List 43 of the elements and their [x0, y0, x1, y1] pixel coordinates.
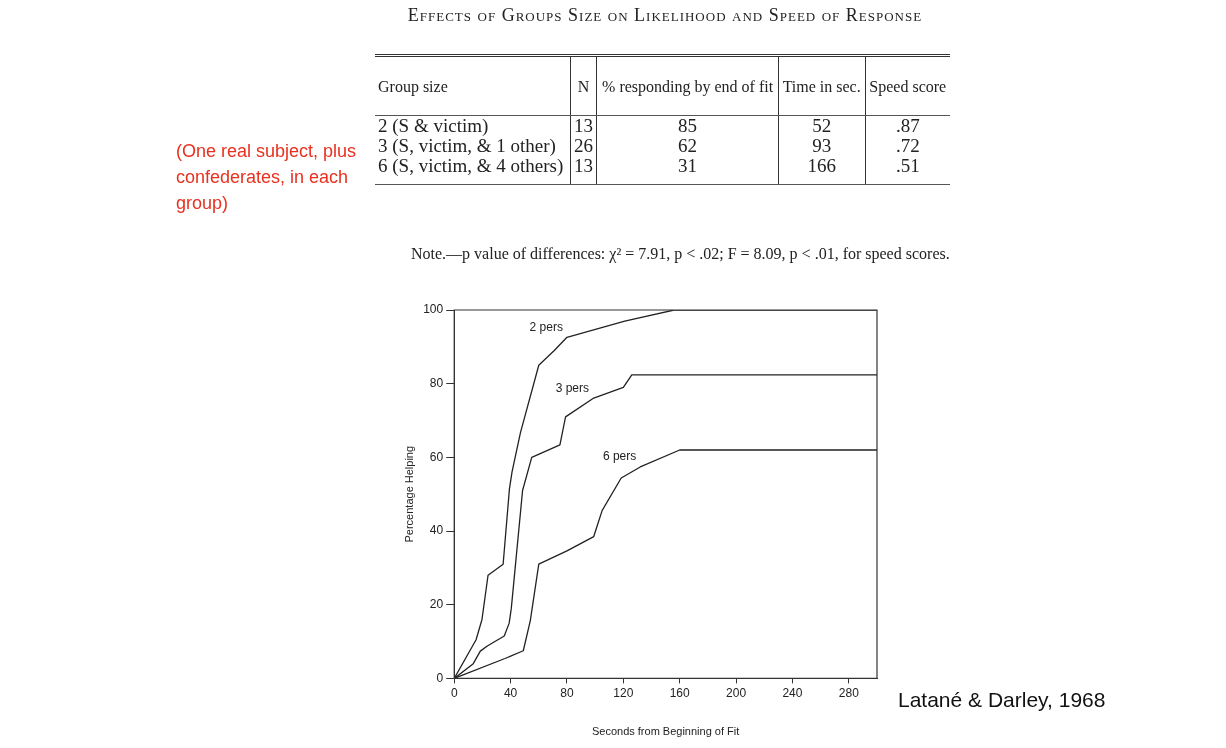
- text: 2 (S & victim): [377, 115, 490, 136]
- y-tick-label: 0: [436, 670, 444, 685]
- text: 52: [778, 115, 866, 136]
- text: N: [570, 55, 597, 116]
- text: Note.—p value of differences: χ² = 7.91, p < .02; F = 8.09, p < .01, for speed scores.: [410, 245, 951, 263]
- text: 85: [596, 115, 779, 136]
- x-tick-label: 40: [503, 685, 518, 700]
- x-tick-label: 240: [782, 685, 803, 700]
- text: .87: [865, 115, 950, 136]
- x-tick-label: 160: [669, 685, 691, 700]
- text: Speed score: [865, 55, 950, 116]
- text: 13: [570, 155, 597, 185]
- text: 166: [778, 155, 866, 185]
- x-tick-label: 200: [726, 685, 747, 700]
- text: % responding by end of fit: [596, 55, 779, 116]
- y-tick-label: 20: [429, 597, 444, 612]
- series-label: 6 pers: [602, 449, 637, 464]
- x-axis-title: Seconds from Beginning of Fit: [591, 725, 740, 738]
- text: (One real subject, plus confederates, in each group): [176, 140, 358, 215]
- text: 6 (S, victim, & 4 others): [375, 155, 571, 185]
- x-tick-label: 120: [613, 685, 634, 700]
- y-tick-label: 100: [423, 302, 444, 317]
- y-tick-label: 60: [429, 449, 444, 464]
- text: 62: [596, 135, 779, 156]
- text: .51: [865, 155, 950, 185]
- text: 93: [778, 135, 866, 156]
- text: 26: [570, 135, 597, 156]
- series-label: 3 pers: [555, 380, 590, 395]
- text: Latané & Darley, 1968: [898, 688, 1106, 712]
- series-label: 2 pers: [529, 319, 563, 334]
- text: .72: [865, 135, 950, 156]
- text: Time in sec.: [778, 55, 866, 116]
- x-tick-label: 0: [450, 685, 458, 700]
- x-tick-label: 280: [838, 685, 860, 700]
- y-tick-label: 80: [429, 375, 444, 390]
- x-tick-label: 80: [560, 685, 574, 700]
- text: 3 (S, victim, & 1 other): [377, 135, 557, 156]
- text: Group size: [375, 55, 571, 116]
- text: 31: [596, 155, 779, 185]
- text: 13: [570, 115, 597, 136]
- text: Effects of Groups Size on Likelihood and Speed of Response: [406, 4, 924, 26]
- y-axis-title: Percentage Helping: [402, 445, 415, 543]
- y-tick-label: 40: [429, 523, 444, 538]
